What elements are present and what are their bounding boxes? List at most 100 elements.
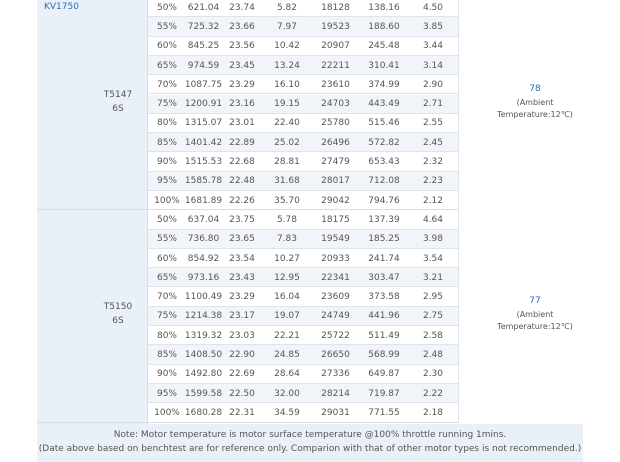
row-bg [148,17,458,37]
cell: 3.44 [422,41,444,52]
cell: 1401.42 [184,137,223,148]
cell: 29042 [321,195,350,206]
cell: 621.04 [187,2,220,13]
cell: 23.54 [229,253,255,264]
cell: 2.55 [422,118,444,129]
cell: 28017 [321,176,350,187]
cell: 23.29 [229,79,255,90]
cell: 2.30 [422,369,444,380]
cell: 974.59 [187,60,220,71]
cell: 70% [156,79,177,90]
cell: 23.43 [229,272,255,283]
cell: 649.87 [368,369,400,380]
cell: 7.97 [276,21,298,32]
cell: 736.80 [187,234,220,245]
cell: 373.58 [368,292,400,303]
cell: 1319.32 [184,330,223,341]
cell: 712.08 [368,176,400,187]
cell: 771.55 [368,407,400,418]
row-bg [148,113,458,134]
cell: 19.07 [274,311,300,322]
cell: 1200.91 [184,99,223,110]
cell: 1315.07 [184,118,223,129]
cell: 441.96 [368,311,400,322]
cell: 1515.53 [184,157,223,168]
cell: 2.23 [422,176,444,187]
cell: 55% [156,21,177,32]
row-bg [148,152,458,172]
cell: 25.02 [274,137,300,148]
cell: 23.03 [229,330,255,341]
cell: 1214.38 [184,311,223,322]
cell: 22.68 [229,157,255,168]
cell: 50% [156,2,177,13]
cell: 60% [156,41,177,52]
cell: 19523 [321,21,350,32]
cell: 854.92 [187,253,220,264]
cell: 27336 [321,369,350,380]
row-bg [148,287,458,307]
cell: 303.47 [368,272,400,283]
cell: 24.85 [274,350,300,361]
temperature: 77 [529,296,541,307]
cell: 26496 [321,137,350,148]
cell: 1408.50 [184,350,223,361]
cell: 18128 [321,2,350,13]
cell: 25722 [321,330,350,341]
cell: 23610 [321,79,350,90]
cell: 75% [156,311,177,322]
cell: 5.78 [276,214,298,225]
row-bg [148,229,458,249]
cell: 637.04 [187,214,220,225]
temp-cell [458,0,583,211]
cell: 25780 [321,118,350,129]
prop: T5147 [103,90,133,101]
group-border [37,209,583,211]
cell: 23.01 [229,118,255,129]
cell: 80% [156,118,177,129]
cell: 19.15 [274,99,300,110]
cell: 23.66 [229,21,255,32]
cell: 85% [156,350,177,361]
cell: 23.16 [229,99,255,110]
cell: 18175 [321,214,350,225]
cell: 70% [156,292,177,303]
cell: 19549 [321,234,350,245]
note: (Date above based on benchtest are for r… [38,444,582,454]
cell: 90% [156,369,177,380]
cell: 24703 [321,99,350,110]
cell: 22.26 [229,195,255,206]
row-bg [148,248,458,269]
cell: 28.64 [274,369,300,380]
cell: 2.32 [422,157,444,168]
cell: 13.24 [274,60,300,71]
cell: 12.95 [274,272,300,283]
cell: 50% [156,214,177,225]
cell: 3.21 [422,272,444,283]
cell: 245.48 [368,41,400,52]
footer-panel [37,424,583,462]
cell: 2.18 [422,407,444,418]
cell: 55% [156,234,177,245]
cell: 5.82 [276,2,298,13]
row-bg [148,384,458,404]
cell: 2.45 [422,137,444,148]
cell: 29031 [321,407,350,418]
cell: 80% [156,330,177,341]
cell: 22341 [321,272,350,283]
cell: 34.59 [274,407,300,418]
cell: 2.22 [422,388,444,399]
cell: 2.71 [422,99,444,110]
cell: 22211 [321,60,350,71]
cell: 719.87 [368,388,400,399]
cell: 60% [156,253,177,264]
cell: 75% [156,99,177,110]
cell: 7.83 [276,234,298,245]
cell: 4.50 [422,2,444,13]
cell: 138.16 [368,2,400,13]
cell: 1681.89 [184,195,223,206]
cell: 3.98 [422,234,444,245]
cell: 568.99 [368,350,400,361]
cell: 65% [156,60,177,71]
cell: 310.41 [368,60,400,71]
